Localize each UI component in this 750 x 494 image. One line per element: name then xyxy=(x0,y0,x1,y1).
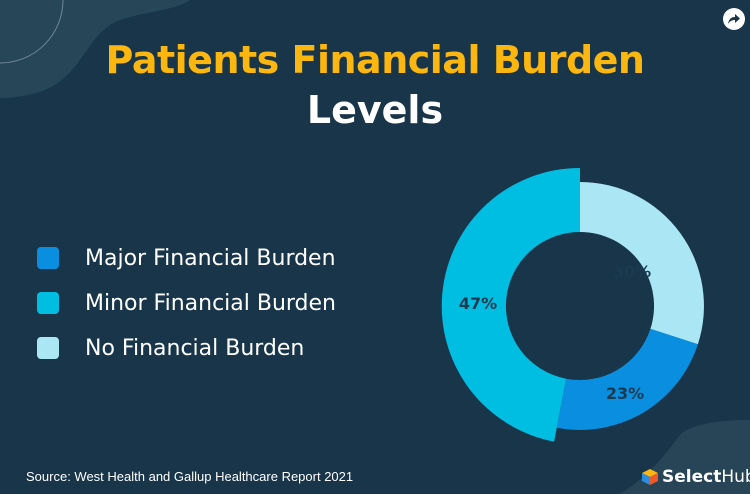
chart-legend: Major Financial Burden Minor Financial B… xyxy=(37,246,336,381)
source-note: Source: West Health and Gallup Healthcar… xyxy=(26,469,354,484)
legend-item-minor: Minor Financial Burden xyxy=(37,290,337,316)
brand-name-light: Hub xyxy=(721,467,750,487)
legend-label: Minor Financial Burden xyxy=(85,290,337,316)
legend-swatch-none xyxy=(37,337,59,359)
label-major-burden: 23% xyxy=(606,384,644,403)
slice-major-burden xyxy=(556,328,698,430)
legend-swatch-major xyxy=(37,247,59,269)
share-button[interactable] xyxy=(723,8,745,30)
chart-title: Patients Financial Burden xyxy=(105,38,645,82)
selecthub-logo: SelectHub xyxy=(641,467,750,487)
legend-item-none: No Financial Burden xyxy=(37,335,336,361)
slice-no-burden xyxy=(580,182,704,345)
legend-item-major: Major Financial Burden xyxy=(37,245,336,271)
label-minor-burden: 47% xyxy=(459,294,497,313)
slice-minor-burden xyxy=(441,167,580,442)
chart-subtitle: Levels xyxy=(306,88,444,132)
legend-label: No Financial Burden xyxy=(85,335,305,361)
legend-label: Major Financial Burden xyxy=(85,245,336,271)
cube-logo-icon xyxy=(642,469,658,485)
legend-swatch-minor xyxy=(37,292,59,314)
brand-name-bold: Select xyxy=(662,467,722,487)
label-no-burden: 30% xyxy=(613,262,651,281)
share-arrow-icon xyxy=(728,14,740,24)
